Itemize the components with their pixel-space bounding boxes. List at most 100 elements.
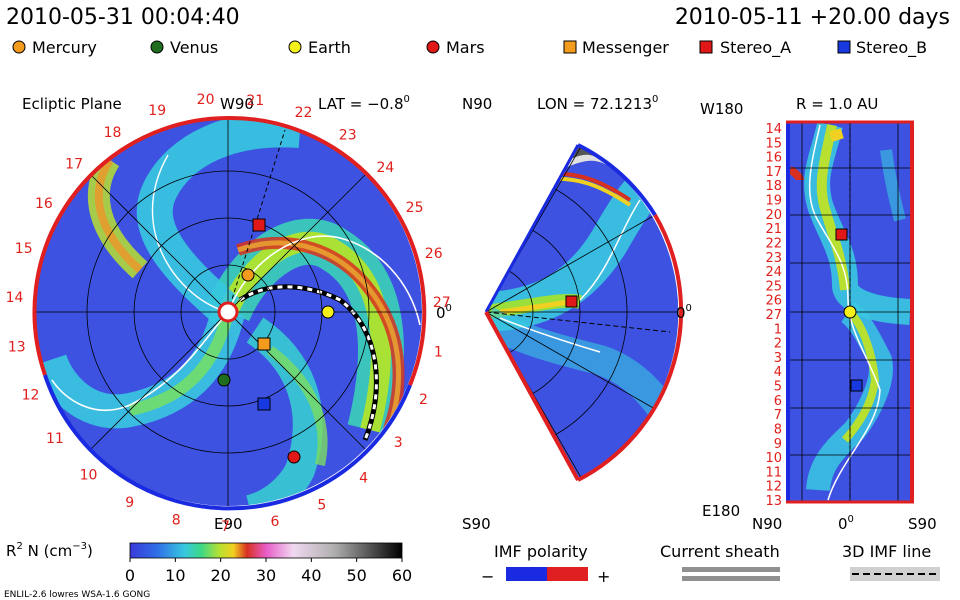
- model-info: ENLIL-2.6 lowres WSA-1.6 GONG: [4, 590, 150, 600]
- radial-carrington-label: 25: [765, 279, 782, 294]
- radial-carrington-label: 18: [765, 179, 782, 194]
- colorbar-tick-label: 10: [165, 566, 185, 585]
- legend-label: Stereo_A: [720, 38, 791, 58]
- ecliptic-title: Ecliptic Plane: [22, 95, 122, 113]
- earth-icon: [288, 40, 302, 54]
- radial-carrington-label: 13: [765, 494, 782, 509]
- sheath-swatch-top: [682, 567, 780, 572]
- imf-positive-swatch: [547, 567, 588, 581]
- imf-minus: −: [481, 567, 494, 586]
- radial-carrington-label: 11: [765, 465, 782, 480]
- carrington-label: 25: [406, 200, 424, 216]
- carrington-label: 11: [46, 431, 64, 447]
- carrington-label: 19: [148, 103, 166, 119]
- colorbar-label: R2 N (cm−3): [6, 541, 93, 560]
- colorbar-tick-label: 30: [256, 566, 276, 585]
- legend-mars: Mars: [426, 38, 485, 57]
- legend-messenger: Messenger: [563, 38, 669, 57]
- carrington-label: 10: [80, 467, 98, 483]
- messenger-icon: [563, 40, 577, 54]
- radial-carrington-label: 17: [765, 165, 782, 180]
- radial-carrington-label: 20: [765, 208, 782, 223]
- radial-x-tick-n90: N90: [752, 515, 782, 533]
- stereo-a-icon: [699, 40, 713, 54]
- mercury-marker: [241, 268, 255, 282]
- radial-carrington-label: 9: [774, 437, 782, 452]
- carrington-label: 12: [22, 388, 40, 404]
- stereo-a-radial-marker: [835, 228, 848, 241]
- radial-carrington-label: 26: [765, 294, 782, 309]
- radial-panel: W180 R = 1.0 AU: [700, 95, 937, 533]
- carrington-label: 1: [434, 345, 443, 361]
- venus-icon: [150, 40, 164, 54]
- ecliptic-bottom-label: E90: [214, 515, 243, 533]
- sheath-swatch-bottom: [682, 576, 780, 581]
- ecliptic-boundary-negative: [43, 374, 412, 511]
- carrington-label: 17: [65, 156, 83, 172]
- radial-carrington-label: 3: [774, 351, 782, 366]
- radial-frame-positive: [910, 122, 914, 502]
- carrington-label: 27: [433, 295, 451, 311]
- colorbar-tick-label: 40: [301, 566, 321, 585]
- radial-carrington-label: 16: [765, 151, 782, 166]
- mars-icon: [426, 40, 440, 54]
- radial-carrington-label: 21: [765, 222, 782, 237]
- lat-label: LAT = −0.80: [318, 94, 410, 113]
- imf-line-bg: [850, 567, 940, 581]
- radial-carrington-label: 4: [774, 365, 782, 380]
- radial-bottom-left: E180: [702, 502, 740, 520]
- carrington-label: 16: [35, 196, 53, 212]
- carrington-label: 26: [425, 246, 443, 262]
- radial-carrington-labels: 1415161718192021222324252627123456789101…: [765, 122, 782, 509]
- carrington-label: 6: [270, 514, 279, 530]
- meridional-boundary-negative: [484, 144, 580, 313]
- carrington-label: 18: [104, 125, 122, 141]
- imf-negative-swatch: [506, 567, 547, 581]
- earth-marker: [321, 305, 335, 319]
- ecliptic-boundary-positive-2: [227, 115, 427, 386]
- radial-top-left: W180: [700, 100, 743, 118]
- legend-label: Stereo_B: [856, 38, 927, 58]
- carrington-label: 24: [376, 160, 394, 176]
- radial-carrington-label: 22: [765, 237, 782, 252]
- legend-earth: Earth: [288, 38, 351, 57]
- carrington-label: 7: [221, 519, 230, 535]
- colorbar-tick-label: 20: [210, 566, 230, 585]
- carrington-label: 23: [339, 128, 357, 144]
- meridional-boundary-positive: [484, 311, 580, 481]
- colorbar-ticks: 0 10 20 30 40 50 60: [125, 558, 412, 585]
- carrington-label: 22: [295, 105, 313, 121]
- sheath-title: Current sheath: [660, 542, 780, 561]
- radial-carrington-label: 10: [765, 451, 782, 466]
- radial-carrington-label: 24: [765, 265, 782, 280]
- carrington-label: 4: [359, 471, 368, 487]
- meridional-bottom-label: S90: [462, 515, 491, 533]
- carrington-label: 8: [172, 513, 181, 529]
- mars-marker: [287, 450, 301, 464]
- carrington-label: 15: [15, 241, 33, 257]
- colorbar: R2 N (cm−3) 0 10 20 30 40 50 60: [6, 541, 412, 585]
- earth-radial-marker: [843, 305, 857, 319]
- carrington-labels: 20 21222324252627123456789101112131415161…: [6, 92, 451, 535]
- carrington-label: 3: [394, 435, 403, 451]
- meridional-top-label: N90: [462, 95, 492, 113]
- ecliptic-top-label: W90: [220, 95, 254, 113]
- carrington-label: 9: [125, 495, 134, 511]
- carrington-label: 14: [6, 290, 24, 306]
- colorbar-gradient: [129, 542, 403, 559]
- sun-icon: [217, 301, 239, 323]
- legend-label: Messenger: [582, 38, 669, 57]
- radial-carrington-label: 8: [774, 423, 782, 438]
- mercury-icon: [12, 40, 26, 54]
- stereo-b-radial-marker: [850, 379, 863, 392]
- venus-marker: [217, 373, 231, 387]
- radial-carrington-label: 1: [774, 322, 782, 337]
- carrington-label: 20: [197, 92, 215, 108]
- imf-title: IMF polarity: [494, 542, 588, 561]
- radial-carrington-label: 23: [765, 251, 782, 266]
- ecliptic-boundary-positive: [32, 116, 229, 376]
- radial-x-tick-s90: S90: [908, 515, 937, 533]
- radial-carrington-label: 14: [765, 122, 782, 137]
- radial-carrington-label: 5: [774, 380, 782, 395]
